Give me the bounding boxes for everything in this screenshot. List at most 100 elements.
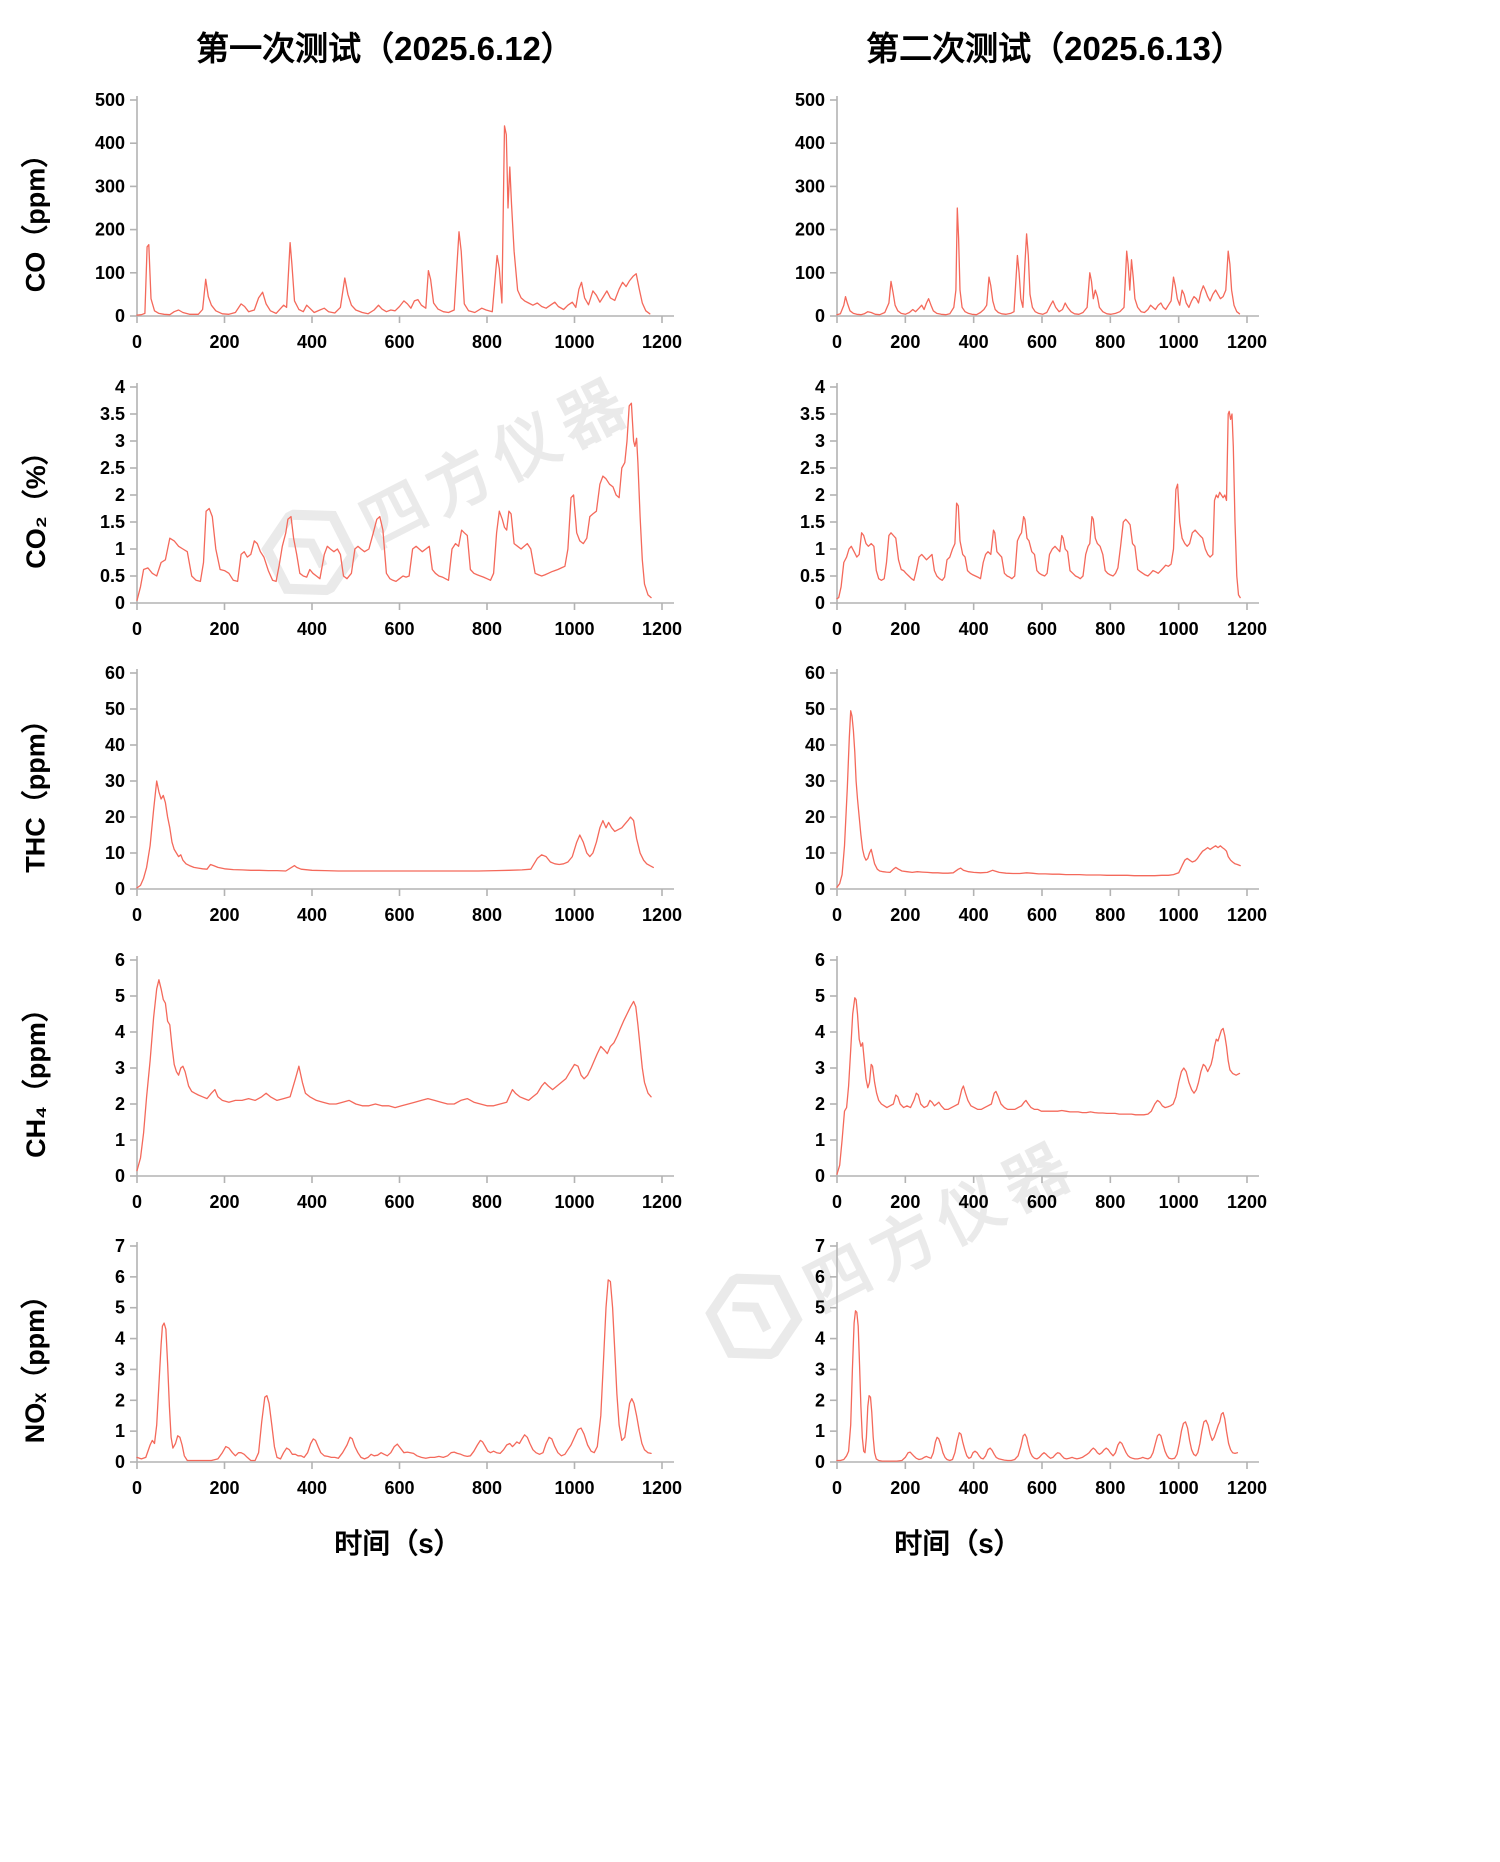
- svg-text:40: 40: [805, 735, 825, 755]
- svg-text:500: 500: [795, 90, 825, 110]
- svg-text:1: 1: [815, 1130, 825, 1150]
- svg-text:3.5: 3.5: [100, 404, 125, 424]
- svg-text:200: 200: [890, 905, 920, 925]
- svg-text:1.5: 1.5: [800, 512, 825, 532]
- svg-text:800: 800: [1095, 905, 1125, 925]
- svg-text:800: 800: [472, 332, 502, 352]
- svg-text:3: 3: [815, 1058, 825, 1078]
- svg-text:3: 3: [115, 1359, 125, 1379]
- svg-text:0: 0: [115, 593, 125, 613]
- svg-text:1: 1: [115, 1421, 125, 1441]
- svg-text:4: 4: [815, 377, 825, 397]
- svg-text:3: 3: [815, 431, 825, 451]
- svg-text:6: 6: [115, 1267, 125, 1287]
- svg-text:0: 0: [132, 332, 142, 352]
- svg-text:1200: 1200: [642, 1478, 682, 1498]
- svg-text:800: 800: [472, 905, 502, 925]
- svg-text:7: 7: [115, 1236, 125, 1256]
- svg-text:200: 200: [795, 220, 825, 240]
- svg-text:6: 6: [815, 950, 825, 970]
- svg-text:1200: 1200: [642, 332, 682, 352]
- svg-text:4: 4: [115, 1022, 125, 1042]
- svg-text:200: 200: [209, 332, 239, 352]
- svg-text:20: 20: [105, 807, 125, 827]
- svg-text:1000: 1000: [554, 1478, 594, 1498]
- svg-text:800: 800: [1095, 332, 1125, 352]
- svg-text:200: 200: [95, 220, 125, 240]
- svg-text:2: 2: [115, 1094, 125, 1114]
- svg-text:400: 400: [297, 1192, 327, 1212]
- svg-text:0: 0: [115, 306, 125, 326]
- svg-text:1200: 1200: [1227, 332, 1267, 352]
- svg-text:1000: 1000: [554, 332, 594, 352]
- svg-text:1: 1: [115, 1130, 125, 1150]
- svg-text:60: 60: [105, 663, 125, 683]
- svg-text:6: 6: [115, 950, 125, 970]
- svg-text:1000: 1000: [1159, 905, 1199, 925]
- svg-text:200: 200: [890, 619, 920, 639]
- svg-text:1000: 1000: [554, 619, 594, 639]
- svg-text:1200: 1200: [1227, 905, 1267, 925]
- svg-text:600: 600: [1027, 1478, 1057, 1498]
- svg-text:200: 200: [890, 1478, 920, 1498]
- svg-text:400: 400: [95, 133, 125, 153]
- chart-co-test1: 0 100 200 300 400 500 0 200 400 600 800 1000 1200: [95, 90, 682, 352]
- svg-text:0: 0: [132, 905, 142, 925]
- svg-text:200: 200: [209, 905, 239, 925]
- column-title-test1: 第一次测试（2025.6.12）: [196, 30, 574, 67]
- svg-text:2.5: 2.5: [100, 458, 125, 478]
- svg-text:0: 0: [832, 1192, 842, 1212]
- xaxis-title-test2: 时间（s）: [894, 1528, 1022, 1559]
- svg-text:0: 0: [832, 1478, 842, 1498]
- svg-text:1200: 1200: [1227, 619, 1267, 639]
- svg-text:600: 600: [384, 332, 414, 352]
- svg-text:400: 400: [959, 1478, 989, 1498]
- svg-text:600: 600: [384, 619, 414, 639]
- svg-text:1: 1: [815, 1421, 825, 1441]
- chart-ch4-test1: 0 1 2 3 4 5 6 0 200 400 600 800 1000 1200: [115, 950, 682, 1212]
- svg-text:0: 0: [115, 1166, 125, 1186]
- svg-text:0: 0: [115, 1452, 125, 1472]
- svg-text:400: 400: [297, 1478, 327, 1498]
- svg-text:100: 100: [795, 263, 825, 283]
- svg-text:600: 600: [384, 1192, 414, 1212]
- svg-text:200: 200: [209, 1192, 239, 1212]
- svg-text:0.5: 0.5: [100, 566, 125, 586]
- svg-text:5: 5: [815, 986, 825, 1006]
- svg-text:3.5: 3.5: [800, 404, 825, 424]
- svg-text:1000: 1000: [1159, 619, 1199, 639]
- ylabel-co: CO（ppm）: [20, 140, 51, 292]
- ylabel-ch4: CH₄（ppm）: [20, 994, 51, 1158]
- ylabel-thc: THC（ppm）: [20, 705, 51, 873]
- svg-text:600: 600: [1027, 905, 1057, 925]
- svg-text:2: 2: [115, 485, 125, 505]
- svg-text:5: 5: [115, 986, 125, 1006]
- chart-nox-test1: 0 1 2 3 4 5 6 7 0 200 400 600 800 1000 1200: [115, 1236, 682, 1498]
- chart-co2-test2: 0 0.5 1 1.5 2 2.5 3 3.5 4 0 200 400 600 800 1000 1200: [800, 377, 1267, 639]
- svg-text:1200: 1200: [642, 1192, 682, 1212]
- svg-text:400: 400: [297, 619, 327, 639]
- svg-text:4: 4: [115, 1329, 125, 1349]
- svg-text:1: 1: [115, 539, 125, 559]
- svg-text:200: 200: [209, 619, 239, 639]
- svg-text:400: 400: [959, 905, 989, 925]
- svg-text:1200: 1200: [642, 905, 682, 925]
- svg-text:800: 800: [472, 619, 502, 639]
- svg-text:1000: 1000: [554, 1192, 594, 1212]
- svg-text:600: 600: [1027, 619, 1057, 639]
- svg-text:0: 0: [832, 332, 842, 352]
- svg-text:0: 0: [132, 1192, 142, 1212]
- svg-text:1: 1: [815, 539, 825, 559]
- svg-text:5: 5: [815, 1298, 825, 1318]
- svg-text:600: 600: [1027, 1192, 1057, 1212]
- svg-text:3: 3: [115, 1058, 125, 1078]
- svg-text:2: 2: [815, 1094, 825, 1114]
- svg-text:1200: 1200: [1227, 1192, 1267, 1212]
- svg-text:400: 400: [959, 1192, 989, 1212]
- svg-text:1200: 1200: [1227, 1478, 1267, 1498]
- svg-text:0: 0: [815, 306, 825, 326]
- svg-text:4: 4: [815, 1022, 825, 1042]
- svg-text:400: 400: [297, 332, 327, 352]
- svg-text:1000: 1000: [1159, 332, 1199, 352]
